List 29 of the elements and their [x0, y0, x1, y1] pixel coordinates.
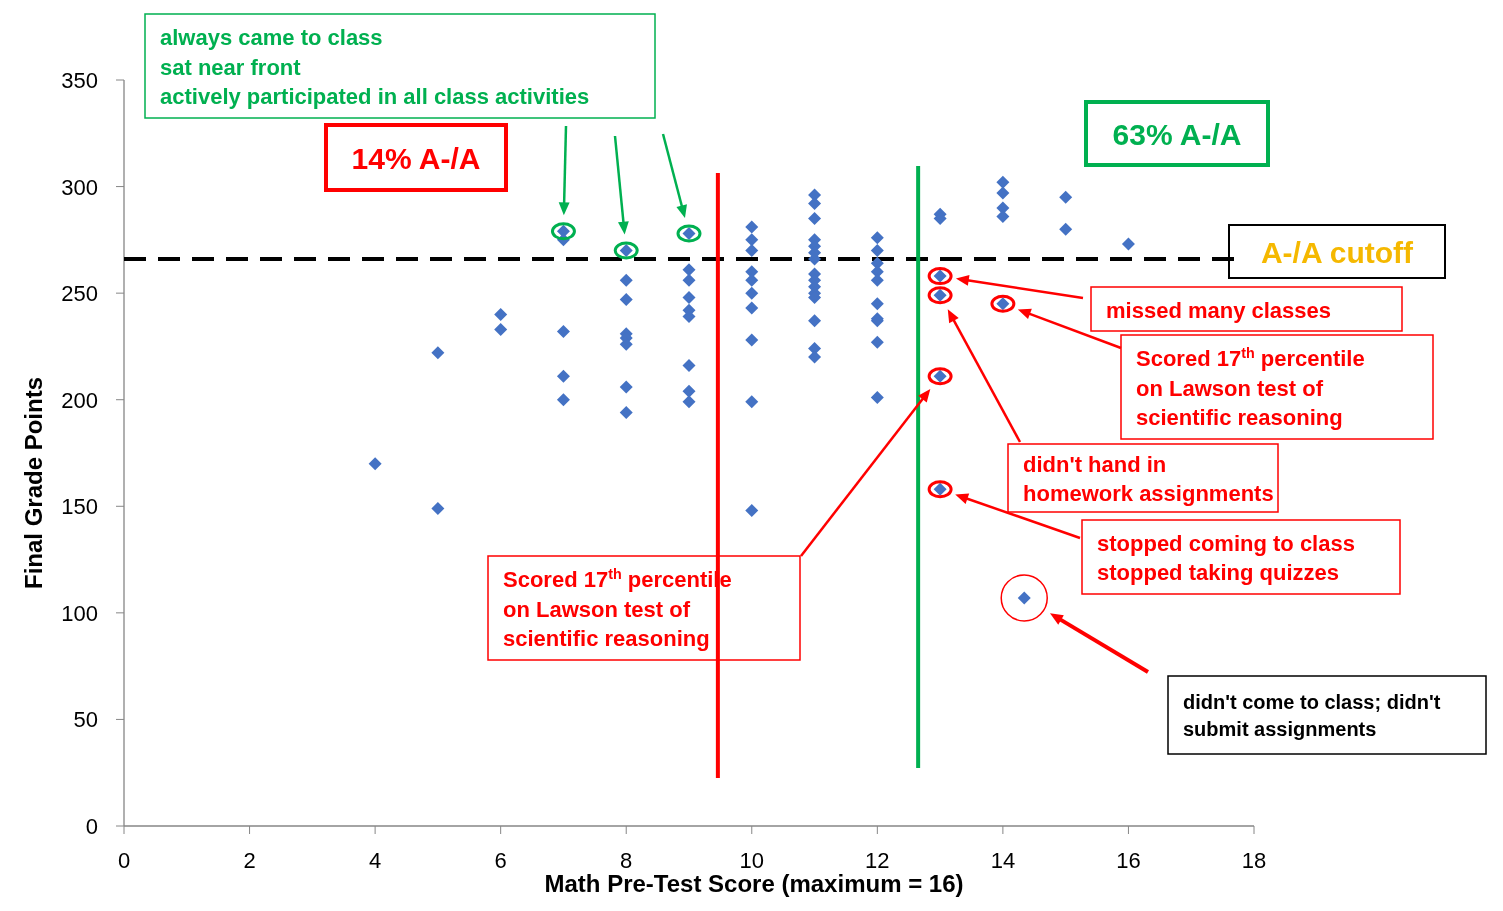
annotation: always came to class sat near front actively participated in all class activities [160, 25, 590, 109]
x-tick-label: 10 [739, 848, 765, 873]
annotation: didn't come to class; didn't submit assignments [1183, 691, 1441, 740]
y-tick-label: 300 [61, 174, 98, 200]
y-axis-title: Final Grade Points [20, 376, 47, 590]
x-tick-label: 4 [368, 848, 382, 873]
y-tick-label: 100 [61, 600, 98, 626]
x-tick-label: 18 [1241, 848, 1267, 873]
x-tick-label: 8 [620, 848, 633, 873]
ref-line-label: 63% A-/A [1112, 117, 1242, 151]
x-tick-label: 2 [243, 848, 256, 873]
y-tick-label: 250 [61, 281, 98, 307]
x-tick-label: 14 [990, 848, 1016, 873]
x-tick-label: 6 [494, 848, 507, 873]
annotation: Scored 17$^{th}$ percentile on Lawson test of scientific reasoning [1136, 345, 1365, 430]
ref-line-label: 14% A-/A [351, 141, 481, 175]
annotation: stopped coming to class stopped taking quizzes [1097, 531, 1355, 586]
annotation: missed many classes [1106, 297, 1332, 323]
x-tick-label: 12 [865, 848, 890, 873]
annotation: didn't hand in homework assignments [1023, 452, 1274, 507]
x-tick-label: 0 [117, 848, 131, 873]
ref-line-label: A-/A cutoff [1260, 235, 1415, 269]
y-tick-label: 0 [85, 814, 98, 839]
y-tick-label: 150 [61, 494, 98, 520]
y-tick-label: 200 [61, 387, 98, 413]
x-axis-title: Math Pre-Test Score (maximum = 16) [544, 870, 964, 897]
x-tick-label: 16 [1116, 848, 1141, 873]
y-tick-label: 50 [73, 707, 98, 733]
y-tick-label: 350 [61, 68, 98, 93]
